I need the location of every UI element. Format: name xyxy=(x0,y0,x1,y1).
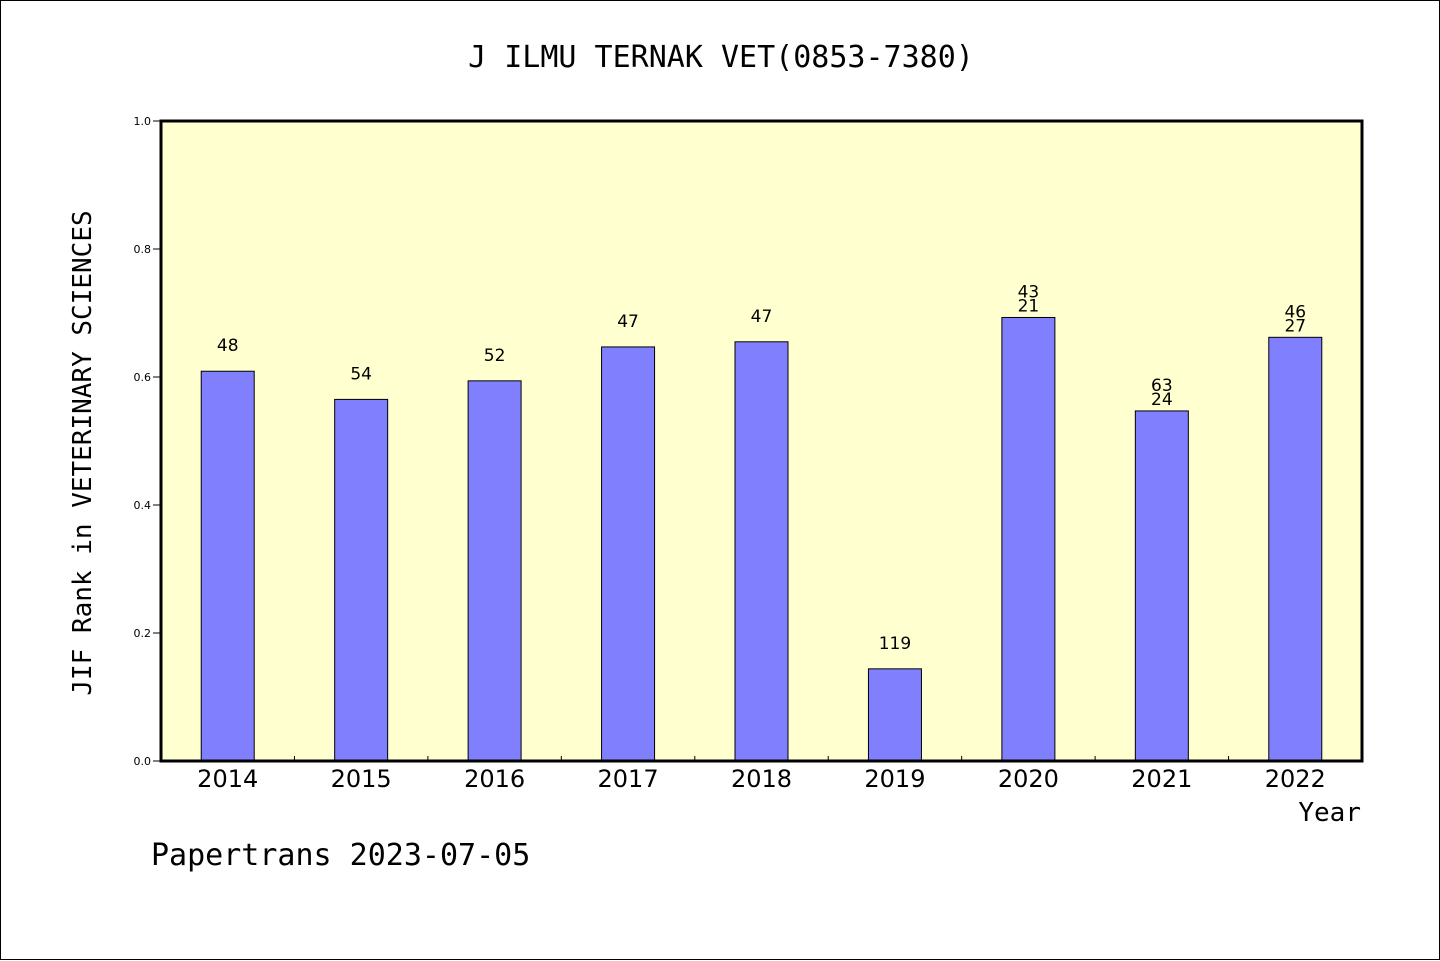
data-label: 24 xyxy=(1151,390,1173,410)
y-tick-label: 0.4 xyxy=(134,499,152,512)
y-axis-label: JIF Rank in VETERINARY SCIENCES xyxy=(68,210,98,695)
x-tick-label: 2022 xyxy=(1265,765,1326,793)
data-label: 63 xyxy=(1151,376,1173,396)
bar-2015 xyxy=(334,398,389,762)
x-tick-label: 2018 xyxy=(731,765,792,793)
footer-credit: Papertrans 2023-07-05 xyxy=(151,838,530,873)
x-tick-label: 2019 xyxy=(864,765,925,793)
bar-2016 xyxy=(467,380,522,762)
x-tick-label: 2021 xyxy=(1131,765,1192,793)
bar-2018 xyxy=(734,341,789,762)
x-tick-label: 2015 xyxy=(331,765,392,793)
y-tick-label: 1.0 xyxy=(134,115,152,128)
y-tick-label: 0.0 xyxy=(134,755,152,768)
data-label: 47 xyxy=(617,312,639,332)
data-label: 48 xyxy=(217,336,239,356)
bar-2017 xyxy=(601,346,656,762)
bar-2019 xyxy=(867,668,922,762)
data-label: 47 xyxy=(751,307,773,327)
x-tick-label: 2016 xyxy=(464,765,525,793)
bar-2022 xyxy=(1268,336,1323,762)
data-label: 27 xyxy=(1284,316,1306,336)
y-tick-label: 0.2 xyxy=(134,627,152,640)
data-label: 21 xyxy=(1018,296,1040,316)
data-label: 52 xyxy=(484,346,506,366)
plot-border xyxy=(159,119,1364,763)
data-label: 54 xyxy=(350,364,372,384)
bar-2021 xyxy=(1134,410,1189,762)
y-tick-label: 0.8 xyxy=(134,243,152,256)
x-tick-label: 2017 xyxy=(598,765,659,793)
data-label: 119 xyxy=(879,634,911,654)
x-tick-label: 2014 xyxy=(197,765,258,793)
bar-2020 xyxy=(1001,316,1056,762)
chart-marks: 0.0 0.2 0.4 0.6 0.8 1.0 2014 48 2015 54 2016 52 2017… xyxy=(134,115,1326,793)
x-axis-label: Year xyxy=(1298,798,1361,828)
x-tick-label: 2020 xyxy=(998,765,1059,793)
y-tick-label: 0.6 xyxy=(134,371,152,384)
bar-2014 xyxy=(200,370,255,762)
data-label: 43 xyxy=(1018,282,1040,302)
data-label: 46 xyxy=(1284,302,1306,322)
chart-title: J ILMU TERNAK VET(0853-7380) xyxy=(468,40,974,75)
